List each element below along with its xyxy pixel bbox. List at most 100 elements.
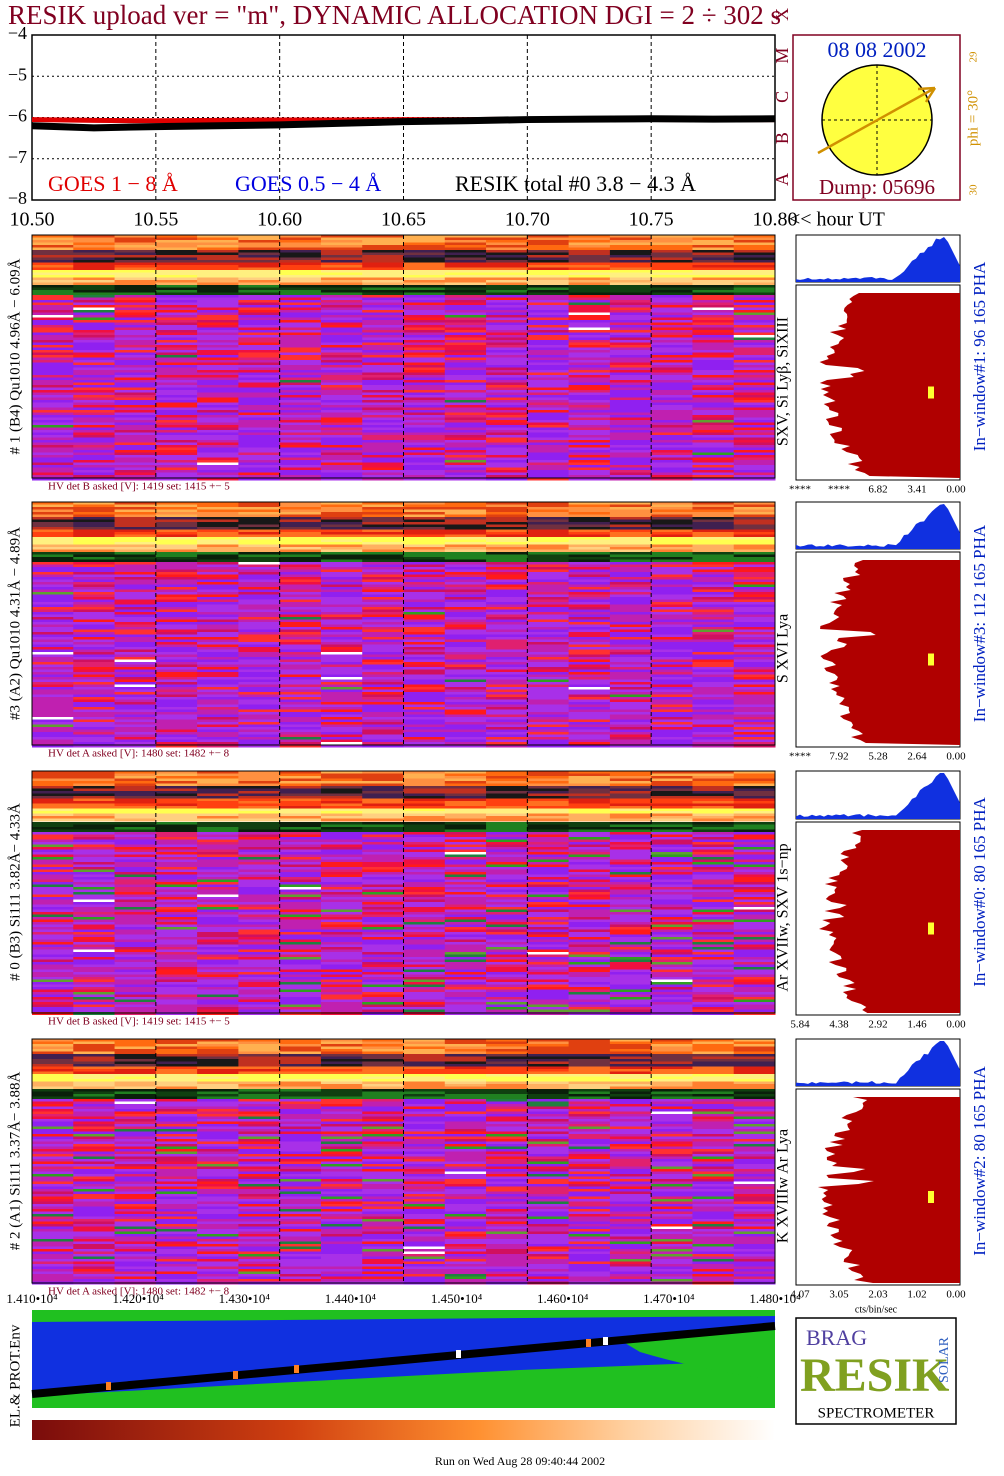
spectrum-cell bbox=[73, 704, 116, 708]
spectrum-cell bbox=[692, 574, 735, 578]
spectrum-cell bbox=[692, 684, 735, 688]
spectrum-cell bbox=[197, 537, 239, 540]
spectrum-cell bbox=[486, 627, 528, 630]
phi-label: phi = 30° bbox=[965, 90, 981, 146]
spectrum-cell bbox=[279, 272, 322, 276]
spectrum-cell bbox=[692, 859, 735, 863]
spectrum-cell bbox=[32, 470, 74, 473]
spectrum-cell bbox=[73, 382, 116, 386]
spectrum-cell bbox=[568, 914, 611, 918]
spectrum-cell bbox=[320, 564, 363, 568]
spectrum-cell bbox=[733, 776, 776, 779]
spectrum-cell bbox=[568, 512, 611, 515]
spectrum-cell bbox=[733, 562, 776, 565]
spectrum-cell bbox=[527, 564, 570, 568]
spectrum-cell bbox=[733, 947, 776, 950]
spectrum-cell bbox=[568, 612, 611, 615]
spectrum-cell bbox=[279, 477, 322, 481]
spectrum-cell bbox=[155, 340, 198, 343]
spectrum-cell bbox=[444, 584, 487, 588]
spectrum-cell bbox=[238, 803, 281, 807]
spectrum-cell bbox=[320, 773, 363, 777]
spectrum-cell bbox=[73, 397, 116, 401]
spectrum-cell bbox=[197, 952, 239, 955]
spectrum-cell bbox=[114, 662, 157, 665]
spectrum-cell bbox=[609, 629, 652, 633]
spectrum-cell bbox=[609, 522, 652, 525]
spectrum-cell bbox=[114, 844, 157, 848]
spectrum-cell bbox=[692, 475, 735, 478]
spectrum-cell bbox=[568, 517, 611, 520]
spectrum-cell bbox=[733, 377, 776, 381]
spectrum-cell bbox=[238, 796, 281, 799]
spectrum-cell bbox=[279, 664, 322, 668]
spectrum-cell bbox=[197, 252, 239, 256]
spectrum-cell bbox=[733, 672, 776, 675]
spectrum-cell bbox=[692, 697, 735, 700]
spectrum-cell bbox=[155, 295, 198, 298]
spectrum-cell bbox=[362, 350, 404, 353]
spectrum-cell bbox=[197, 529, 239, 533]
spectrum-cell bbox=[155, 654, 198, 658]
spectrum-cell bbox=[320, 584, 363, 588]
spectrum-cell bbox=[692, 832, 735, 835]
spectrum-cell bbox=[486, 727, 528, 730]
spectrum-cell bbox=[238, 335, 281, 338]
spectrum-cell bbox=[692, 732, 735, 735]
spectrum-cell bbox=[568, 783, 611, 787]
spectrum-cell bbox=[609, 742, 652, 745]
spectrum-cell bbox=[279, 287, 322, 291]
spectrum-cell bbox=[155, 609, 198, 613]
spectrum-cell bbox=[651, 372, 693, 376]
spectrum-cell bbox=[609, 937, 652, 940]
spectrum-cell bbox=[568, 712, 611, 715]
spectrum-cell bbox=[444, 652, 487, 655]
spectrum-cell bbox=[692, 877, 735, 880]
spectrum-cell bbox=[32, 514, 74, 518]
spectrum-cell bbox=[238, 330, 281, 333]
spectrum-cell bbox=[651, 465, 693, 468]
spectrum-cell bbox=[32, 647, 74, 650]
spectrum-cell bbox=[444, 529, 487, 533]
spectrum-cell bbox=[692, 312, 735, 316]
spectrum-cell bbox=[609, 527, 652, 530]
spectrum-cell bbox=[155, 529, 198, 533]
spectrum-cell bbox=[73, 932, 116, 935]
flare-class: A bbox=[772, 173, 792, 186]
spectrum-cell bbox=[403, 557, 446, 560]
spectrum-cell bbox=[403, 240, 446, 243]
spectrum-cell bbox=[279, 347, 322, 351]
spectrum-cell bbox=[114, 372, 157, 376]
spectrum-cell bbox=[114, 674, 157, 678]
spectrum-cell bbox=[568, 854, 611, 858]
spectrum-cell bbox=[155, 927, 198, 930]
spectrum-cell bbox=[486, 907, 528, 910]
spectrum-cell bbox=[651, 627, 693, 630]
spectrum-cell bbox=[362, 345, 404, 348]
spectrum-cell bbox=[527, 584, 570, 588]
spectrum-cell bbox=[692, 892, 735, 895]
x-axis-label: << hour UT bbox=[789, 209, 885, 231]
spectrum-cell bbox=[527, 450, 570, 453]
spectrum-cell bbox=[609, 589, 652, 593]
spectrum-cell bbox=[527, 622, 570, 625]
y-tick-label: −8 bbox=[8, 188, 27, 208]
spectrum-cell bbox=[155, 793, 198, 797]
spectrum-cell bbox=[733, 559, 776, 563]
spectrum-cell bbox=[444, 692, 487, 695]
spectrum-cell bbox=[114, 245, 157, 248]
spectrum-cell bbox=[568, 235, 611, 238]
spectrum-cell bbox=[486, 707, 528, 710]
spectrum-cell bbox=[238, 842, 281, 845]
spectrum-cell bbox=[197, 803, 239, 807]
spectrum-cell bbox=[32, 887, 74, 890]
spectrum-cell bbox=[73, 472, 116, 476]
spectrum-cell bbox=[238, 727, 281, 730]
spectrum-cell bbox=[609, 285, 652, 288]
spectrum-cell bbox=[320, 842, 363, 845]
spectrum-cell bbox=[155, 778, 198, 782]
spectrum-cell bbox=[320, 947, 363, 950]
spectrum-cell bbox=[486, 305, 528, 308]
spectrum-cell bbox=[238, 355, 281, 358]
spectrum-cell bbox=[279, 457, 322, 461]
